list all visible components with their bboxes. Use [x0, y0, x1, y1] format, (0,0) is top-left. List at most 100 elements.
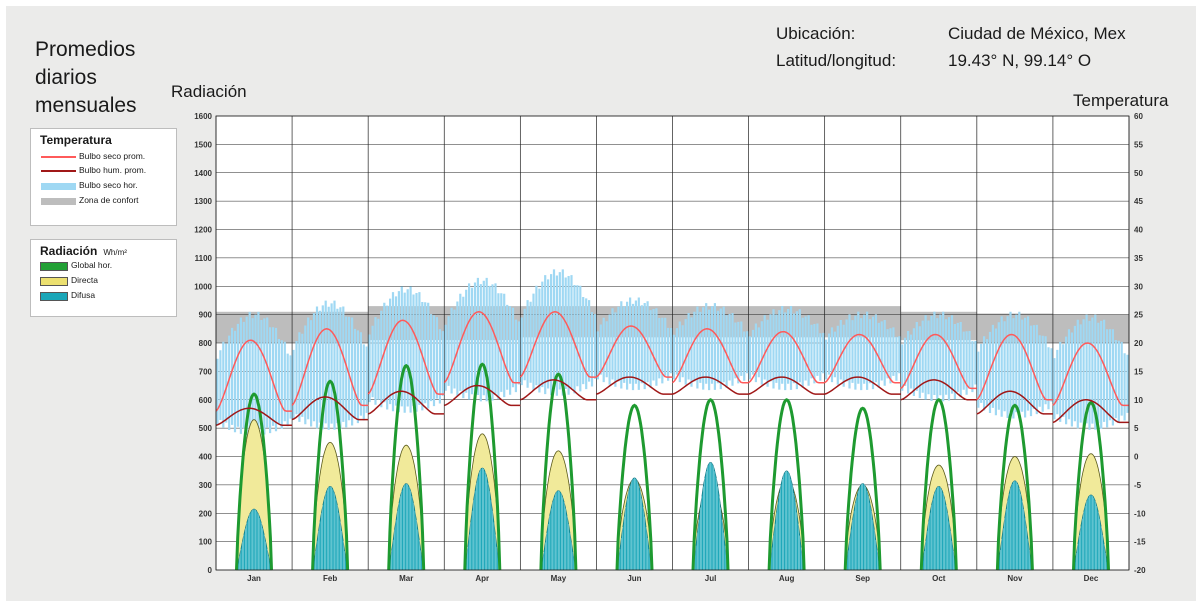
- y-tick-label: 100: [199, 538, 213, 547]
- wet-bulb-avg-line: [824, 376, 901, 395]
- y2-tick-label: -5: [1134, 481, 1142, 490]
- dry-bulb-avg-line: [824, 333, 901, 384]
- y-tick-label: 600: [199, 396, 213, 405]
- legend-item-directa: Directa: [31, 275, 176, 287]
- global-radiation-line: [767, 398, 806, 571]
- location-value: Ciudad de México, Mex: [948, 24, 1126, 43]
- y-tick-label: 1400: [194, 169, 212, 178]
- comfort-zone-band: [368, 306, 445, 341]
- y-tick-label: 1600: [194, 112, 212, 121]
- y-tick-label: 400: [199, 453, 213, 462]
- global-radiation-line: [311, 379, 350, 571]
- comfort-zone-band: [672, 306, 749, 338]
- y2-tick-label: 25: [1134, 311, 1143, 320]
- x-tick-label: Jul: [705, 574, 717, 583]
- dry-bulb-avg-line: [671, 328, 749, 384]
- dry-bulb-avg-line: [748, 330, 825, 384]
- x-tick-label: Feb: [323, 574, 337, 583]
- latlon-label: Latitud/longitud:: [776, 51, 897, 70]
- wet-bulb-avg-line: [291, 396, 369, 421]
- x-tick-label: Oct: [932, 574, 946, 583]
- x-tick-label: Nov: [1007, 574, 1023, 583]
- x-tick-label: Apr: [475, 574, 489, 583]
- x-tick-label: Aug: [779, 574, 795, 583]
- dry-bulb-hourly-band: [292, 300, 368, 430]
- dry-bulb-avg-line: [1052, 342, 1129, 407]
- dry-bulb-hourly-band: [672, 303, 749, 391]
- wet-bulb-avg-line: [215, 407, 293, 427]
- comfort-zone-band: [596, 306, 673, 338]
- y-tick-label: 1500: [194, 140, 212, 149]
- global-radiation-line: [387, 363, 426, 571]
- y2-tick-label: -20: [1134, 566, 1146, 575]
- x-tick-label: Mar: [399, 574, 413, 583]
- dry-bulb-avg-line: [595, 325, 673, 378]
- legend-swatch: [40, 292, 68, 301]
- dry-bulb-avg-line: [976, 333, 1053, 401]
- global-radiation-line: [235, 392, 273, 571]
- comfort-zone-band: [292, 311, 369, 343]
- global-radiation-line: [615, 403, 654, 571]
- wet-bulb-avg-line: [444, 384, 521, 407]
- dry-bulb-hourly-band: [977, 311, 1053, 419]
- legend-item-bulbo-seco-prom: Bulbo seco prom.: [31, 151, 176, 163]
- y2-tick-label: 35: [1134, 254, 1143, 263]
- wet-bulb-avg-line: [520, 379, 597, 401]
- dry-bulb-avg-line: [215, 339, 293, 412]
- dry-bulb-avg-line: [443, 311, 521, 384]
- y2-tick-label: 55: [1134, 140, 1143, 149]
- legend-temperature: Temperatura Bulbo seco prom. Bulbo hum. …: [30, 128, 177, 226]
- global-radiation-line: [539, 372, 578, 571]
- legend-swatch: [41, 170, 76, 172]
- wet-bulb-avg-line: [1052, 399, 1129, 424]
- x-tick-label: Jan: [247, 574, 261, 583]
- legend-swatch: [41, 183, 76, 190]
- dry-bulb-avg-line: [291, 328, 369, 407]
- y-tick-label: 500: [199, 424, 213, 433]
- dry-bulb-hourly-band: [596, 297, 673, 391]
- y2-tick-label: 30: [1134, 282, 1143, 291]
- global-radiation-line: [995, 403, 1034, 571]
- legend-swatch: [41, 156, 76, 158]
- y2-tick-label: 60: [1134, 112, 1143, 121]
- legend-item-zona-confort: Zona de confort: [31, 195, 176, 207]
- y-axis-title: Radiación: [171, 82, 247, 101]
- wet-bulb-avg-line: [748, 376, 825, 395]
- dry-bulb-hourly-band: [520, 269, 597, 396]
- y2-tick-label: 5: [1134, 424, 1139, 433]
- legend-item-difusa: Difusa: [31, 290, 176, 302]
- y2-tick-label: -10: [1134, 509, 1146, 518]
- y2-tick-label: 45: [1134, 197, 1143, 206]
- y-tick-label: 300: [199, 481, 213, 490]
- y2-tick-label: 0: [1134, 453, 1139, 462]
- y2-tick-label: 20: [1134, 339, 1143, 348]
- comfort-zone-band: [444, 306, 521, 341]
- y-tick-label: 1100: [195, 254, 213, 263]
- legend-item-bulbo-seco-hor: Bulbo seco hor.: [31, 180, 176, 192]
- x-tick-label: Jun: [627, 574, 641, 583]
- y-tick-label: 200: [199, 509, 213, 518]
- dry-bulb-hourly-band: [748, 306, 825, 391]
- x-tick-label: Sep: [855, 574, 870, 583]
- y-tick-label: 1000: [194, 282, 212, 291]
- dry-bulb-hourly-band: [1053, 314, 1129, 430]
- y-tick-label: 900: [199, 311, 213, 320]
- y-tick-label: 0: [208, 566, 213, 575]
- global-radiation-line: [691, 398, 730, 571]
- y-tick-label: 1200: [194, 226, 212, 235]
- global-radiation-line: [843, 406, 882, 571]
- legend-swatch: [41, 198, 76, 205]
- y-tick-label: 800: [199, 339, 213, 348]
- legend-temperature-title: Temperatura: [40, 133, 112, 147]
- comfort-zone-band: [976, 313, 1053, 343]
- legend-radiation-title: Radiación Wh/m²: [40, 244, 127, 258]
- y2-tick-label: -15: [1134, 538, 1146, 547]
- chart-title: Promedios diarios mensuales: [35, 38, 137, 117]
- wet-bulb-avg-line: [976, 390, 1053, 415]
- legend-radiation: Radiación Wh/m² Global hor. Directa Difus…: [30, 239, 177, 317]
- y2-tick-label: 15: [1134, 367, 1143, 376]
- global-radiation-line: [919, 398, 958, 571]
- plot-border: [215, 115, 1130, 571]
- x-tick-label: May: [551, 574, 567, 583]
- y-tick-label: 700: [199, 367, 213, 376]
